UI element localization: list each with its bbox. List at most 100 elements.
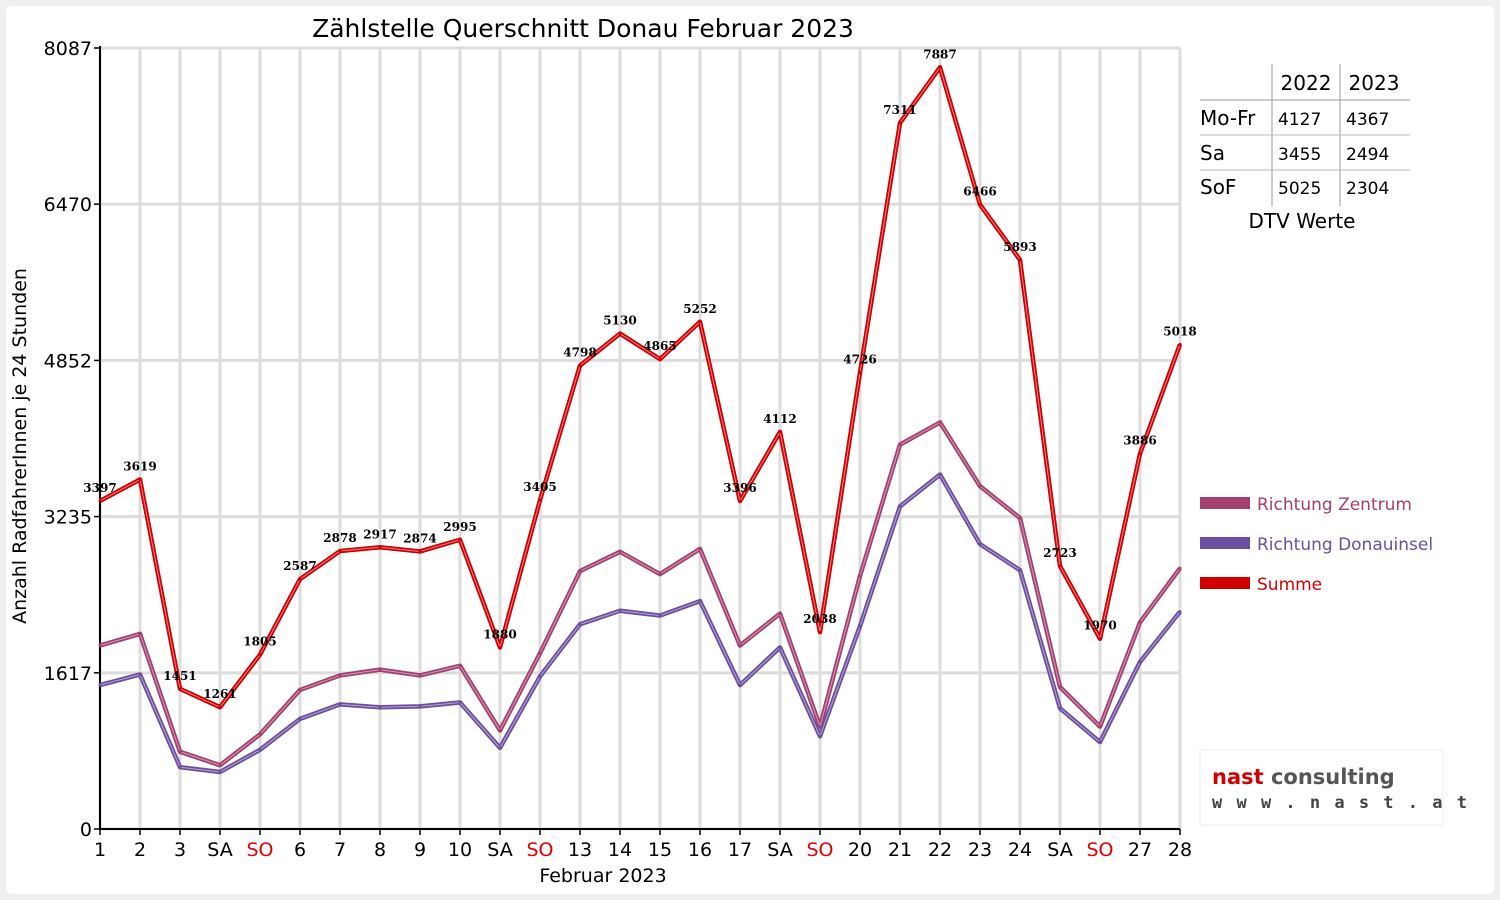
legend-label: Richtung Zentrum — [1257, 495, 1412, 515]
data-label: 1261 — [203, 687, 236, 701]
data-label: 2878 — [323, 531, 356, 545]
table-cell: 5025 — [1278, 179, 1321, 199]
logo-name-part1: nast — [1212, 765, 1264, 789]
data-label: 3397 — [83, 481, 116, 495]
data-label: 6466 — [963, 185, 996, 199]
data-label: 7887 — [923, 47, 956, 61]
x-tick-label: 16 — [688, 839, 712, 861]
table-row-label: SoF — [1200, 175, 1236, 199]
data-point — [138, 632, 142, 636]
data-point — [1138, 620, 1142, 624]
x-axis-title: Februar 2023 — [539, 865, 666, 887]
data-label: 5893 — [1003, 240, 1036, 254]
table-cell: 2304 — [1346, 179, 1389, 199]
x-tick-label: 15 — [648, 839, 672, 861]
x-tick-label: 8 — [374, 839, 386, 861]
x-tick-label: 7 — [334, 839, 346, 861]
y-tick-label: 1617 — [44, 663, 92, 685]
logo-box — [1199, 749, 1444, 826]
data-point — [778, 430, 782, 434]
data-point — [338, 673, 342, 677]
y-tick-label: 0 — [80, 819, 92, 841]
data-label: 3619 — [123, 459, 156, 473]
data-point — [538, 498, 542, 502]
x-tick-label: SA — [767, 839, 792, 861]
data-point — [1178, 566, 1182, 570]
data-point — [818, 734, 822, 738]
data-label: 5252 — [683, 302, 716, 316]
data-point — [738, 499, 742, 503]
data-point — [1138, 660, 1142, 664]
data-point — [818, 630, 822, 634]
data-point — [298, 688, 302, 692]
y-tick-label: 3235 — [44, 507, 92, 529]
data-point — [98, 644, 102, 648]
series-line-highlight — [99, 421, 1181, 766]
data-point — [138, 672, 142, 676]
data-point — [178, 687, 182, 691]
data-point — [218, 770, 222, 774]
data-point — [258, 653, 262, 657]
data-point — [218, 705, 222, 709]
chart-frame: 0 1617 3235 4852 6470 8087 1 2 3 SA SO 6 7 8 9 10 SA SO 13… — [6, 6, 1494, 894]
x-tick-label: SO — [1086, 839, 1113, 861]
x-tick-label: 14 — [608, 839, 632, 861]
data-point — [538, 674, 542, 678]
data-point — [978, 542, 982, 546]
data-point — [658, 572, 662, 576]
table-header: 2022 — [1281, 71, 1332, 95]
table-cell: 4367 — [1346, 110, 1389, 130]
data-point — [618, 332, 622, 336]
data-label: 2917 — [363, 527, 396, 541]
data-label: 7311 — [883, 103, 916, 117]
data-point — [418, 704, 422, 708]
data-point — [818, 725, 822, 729]
data-point — [1058, 706, 1062, 710]
x-tick-label: 28 — [1168, 839, 1192, 861]
data-point — [858, 624, 862, 628]
data-point — [978, 484, 982, 488]
data-point — [418, 673, 422, 677]
x-tick-label: SA — [1047, 839, 1072, 861]
series-line-highlight — [99, 474, 1181, 773]
data-point — [578, 622, 582, 626]
data-point — [538, 651, 542, 655]
x-tick-label: 3 — [174, 839, 186, 861]
data-point — [298, 717, 302, 721]
data-point — [378, 545, 382, 549]
data-label: 3886 — [1123, 434, 1156, 448]
data-label: 4112 — [763, 412, 796, 426]
data-point — [298, 577, 302, 581]
data-point — [98, 499, 102, 503]
data-point — [738, 683, 742, 687]
data-label: 1451 — [163, 669, 196, 683]
data-point — [1098, 725, 1102, 729]
data-label: 2587 — [283, 559, 316, 573]
x-tick-label: 9 — [414, 839, 426, 861]
data-point — [1178, 342, 1182, 346]
data-point — [1058, 564, 1062, 568]
data-point — [898, 121, 902, 125]
data-label: 2723 — [1043, 546, 1076, 560]
data-point — [338, 702, 342, 706]
legend-swatch — [1200, 537, 1250, 549]
x-tick-label: 24 — [1008, 839, 1032, 861]
data-point — [938, 420, 942, 424]
data-point — [898, 443, 902, 447]
data-point — [1098, 740, 1102, 744]
data-point — [178, 765, 182, 769]
data-point — [618, 609, 622, 613]
data-point — [218, 763, 222, 767]
data-point — [978, 203, 982, 207]
data-label: 3405 — [523, 480, 556, 494]
legend-swatch — [1200, 577, 1250, 589]
data-label: 3396 — [723, 481, 756, 495]
series-line-richtung-zentrum — [99, 420, 1182, 768]
logo-url: w w w . n a s t . a t — [1212, 793, 1469, 813]
x-tick-label: SA — [207, 839, 232, 861]
data-point — [938, 473, 942, 477]
data-point — [658, 614, 662, 618]
y-tick-label: 4852 — [44, 350, 92, 372]
table-cell: 2494 — [1346, 145, 1389, 165]
x-tick-label: 21 — [888, 839, 912, 861]
